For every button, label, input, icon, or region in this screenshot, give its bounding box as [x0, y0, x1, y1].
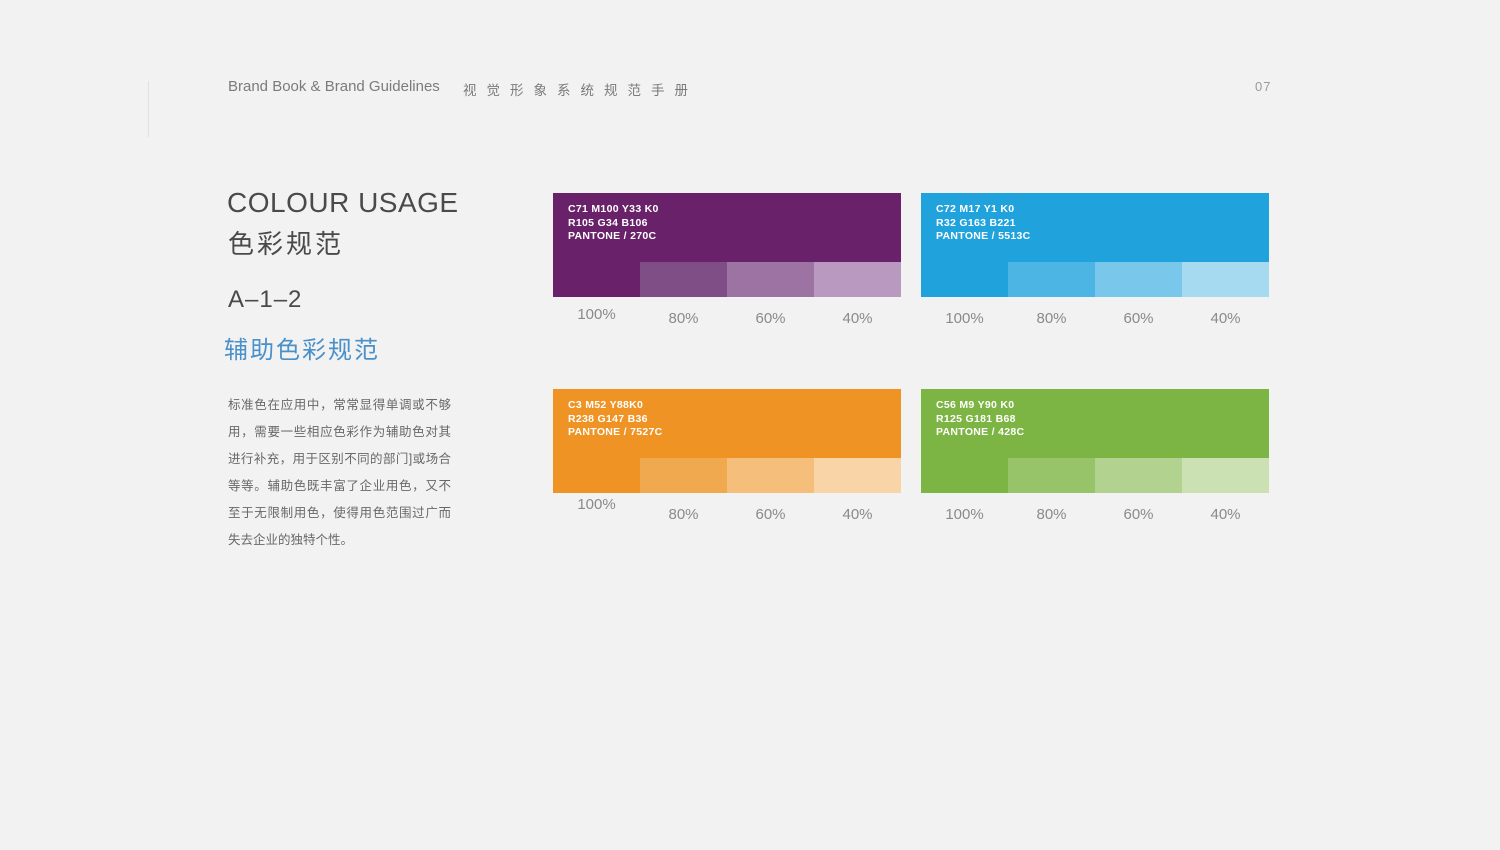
swatch-pantone: PANTONE / 270C	[568, 230, 657, 242]
header-title-zh: 视觉形象系统规范手册	[463, 83, 698, 98]
page-number: 07	[1255, 79, 1272, 94]
tint-label-100: 100%	[945, 310, 984, 327]
swatch-main-purple: C71 M100 Y33 K0 R105 G34 B106 PANTONE / …	[553, 193, 901, 262]
tint-label-80: 80%	[1036, 506, 1067, 523]
tint-labels: 100% 80% 60% 40%	[553, 496, 901, 523]
intro-paragraph: 标准色在应用中，常常显得单调或不够用，需要一些相应色彩作为辅助色对其进行补充，用…	[228, 398, 451, 547]
tint-label-60: 60%	[755, 506, 786, 523]
tint-label-60: 60%	[755, 310, 786, 327]
swatch-main-green: C56 M9 Y90 K0 R125 G181 B68 PANTONE / 42…	[921, 389, 1269, 458]
tint-label-100: 100%	[577, 306, 616, 323]
page-title-zh: 色彩规范	[228, 229, 345, 259]
tint-label-80: 80%	[668, 506, 699, 523]
header-divider	[148, 81, 149, 137]
tint-label-60: 60%	[1123, 310, 1154, 327]
tint-strip	[553, 458, 901, 493]
tint-seg-80	[640, 262, 727, 297]
tint-seg-100	[553, 458, 640, 493]
tint-label-40: 40%	[842, 506, 873, 523]
swatch-pantone: PANTONE / 5513C	[936, 230, 1031, 242]
tint-seg-80	[1008, 458, 1095, 493]
swatch-main-blue: C72 M17 Y1 K0 R32 G163 B221 PANTONE / 55…	[921, 193, 1269, 262]
section-code: A–1–2	[228, 286, 303, 313]
swatch-card-green: C56 M9 Y90 K0 R125 G181 B68 PANTONE / 42…	[921, 389, 1269, 523]
tint-seg-40	[814, 458, 901, 493]
tint-label-40: 40%	[1210, 310, 1241, 327]
tint-seg-40	[1182, 262, 1269, 297]
swatch-cmyk: C3 M52 Y88K0	[568, 399, 644, 411]
swatch-rgb: R105 G34 B106	[568, 216, 648, 229]
swatch-rgb: R32 G163 B221	[936, 216, 1016, 229]
tint-labels: 100% 80% 60% 40%	[553, 306, 901, 327]
header-title-en: Brand Book & Brand Guidelines	[228, 78, 440, 95]
tint-seg-60	[1095, 262, 1182, 297]
tint-label-100: 100%	[577, 496, 616, 513]
tint-strip	[921, 458, 1269, 493]
swatch-card-orange: C3 M52 Y88K0 R238 G147 B36 PANTONE / 752…	[553, 389, 901, 523]
tint-seg-100	[921, 458, 1008, 493]
swatch-pantone: PANTONE / 428C	[936, 426, 1025, 438]
tint-label-40: 40%	[842, 310, 873, 327]
section-title: 辅助色彩规范	[224, 337, 380, 364]
tint-seg-80	[640, 458, 727, 493]
tint-seg-100	[921, 262, 1008, 297]
tint-seg-40	[1182, 458, 1269, 493]
page-title: COLOUR USAGE	[227, 187, 459, 218]
swatch-cmyk: C72 M17 Y1 K0	[936, 203, 1015, 215]
tint-seg-60	[727, 262, 814, 297]
tint-label-80: 80%	[668, 310, 699, 327]
tint-strip	[553, 262, 901, 297]
swatch-main-orange: C3 M52 Y88K0 R238 G147 B36 PANTONE / 752…	[553, 389, 901, 458]
tint-labels: 100% 80% 60% 40%	[921, 310, 1269, 327]
tint-label-60: 60%	[1123, 506, 1154, 523]
tint-seg-100	[553, 262, 640, 297]
tint-labels: 100% 80% 60% 40%	[921, 506, 1269, 523]
swatch-card-purple: C71 M100 Y33 K0 R105 G34 B106 PANTONE / …	[553, 193, 901, 327]
swatch-card-blue: C72 M17 Y1 K0 R32 G163 B221 PANTONE / 55…	[921, 193, 1269, 327]
swatch-pantone: PANTONE / 7527C	[568, 426, 663, 438]
tint-seg-60	[727, 458, 814, 493]
tint-label-100: 100%	[945, 506, 984, 523]
tint-strip	[921, 262, 1269, 297]
tint-seg-40	[814, 262, 901, 297]
tint-seg-60	[1095, 458, 1182, 493]
tint-seg-80	[1008, 262, 1095, 297]
swatch-cmyk: C56 M9 Y90 K0	[936, 399, 1015, 411]
swatch-rgb: R238 G147 B36	[568, 412, 648, 425]
tint-label-80: 80%	[1036, 310, 1067, 327]
swatch-rgb: R125 G181 B68	[936, 412, 1016, 425]
swatch-cmyk: C71 M100 Y33 K0	[568, 203, 659, 215]
tint-label-40: 40%	[1210, 506, 1241, 523]
